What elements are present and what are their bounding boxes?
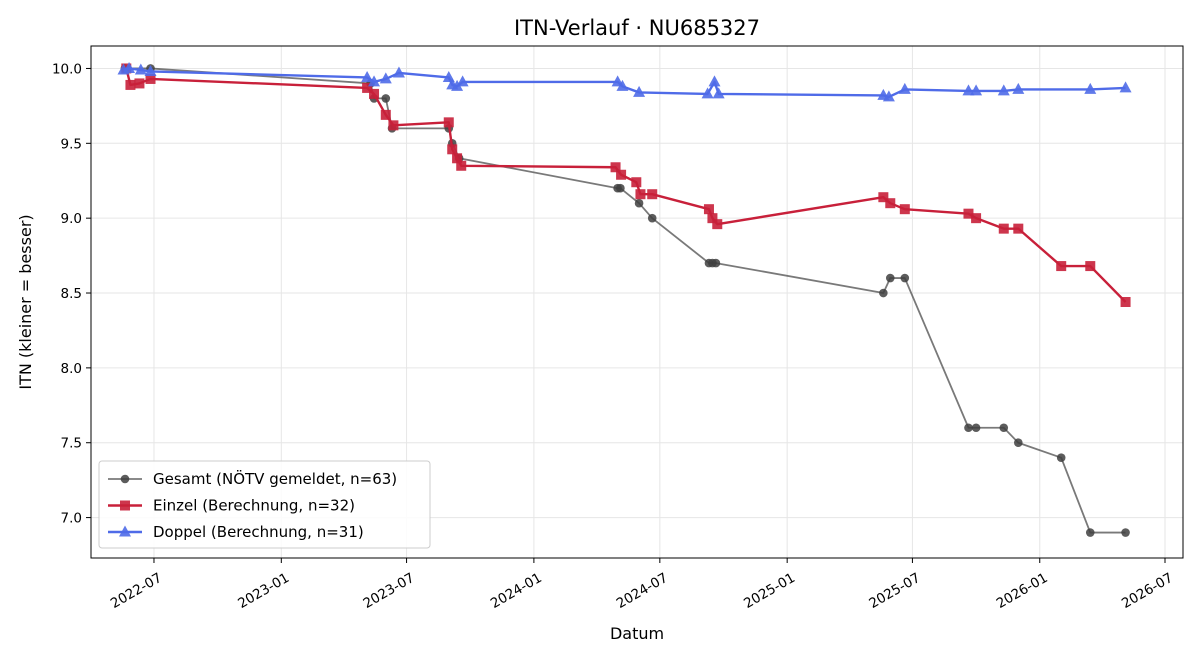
data-point (452, 153, 463, 164)
data-point (616, 79, 629, 91)
data-point (712, 219, 723, 230)
legend-marker (120, 500, 130, 511)
data-point (369, 88, 380, 99)
data-point (456, 160, 467, 171)
data-point (998, 223, 1009, 234)
data-point (631, 177, 642, 188)
data-point (361, 70, 374, 82)
data-point (885, 273, 895, 283)
data-point (963, 208, 974, 219)
series-einzel (121, 63, 1131, 307)
data-point (882, 90, 895, 102)
data-point (442, 70, 455, 82)
data-point (368, 75, 381, 87)
legend-item: Gesamt (NÖTV gemeldet, n=63) (108, 469, 397, 488)
data-point (610, 162, 621, 173)
y-tick-label: 7.5 (61, 436, 82, 452)
legend-label: Gesamt (NÖTV gemeldet, n=63) (153, 469, 397, 488)
data-point (900, 273, 910, 283)
legend-marker (119, 525, 131, 537)
data-point (134, 63, 147, 75)
data-point (616, 169, 627, 180)
legend-item: Doppel (Berechnung, n=31) (108, 523, 364, 541)
data-point (971, 213, 982, 224)
data-point (616, 183, 625, 193)
data-point (878, 192, 889, 203)
grid (91, 46, 1183, 558)
y-tick-label: 9.5 (61, 136, 82, 152)
data-point (1014, 438, 1023, 448)
data-point (879, 288, 888, 298)
data-point (379, 72, 392, 84)
legend-item: Einzel (Berechnung, n=32) (108, 497, 355, 515)
data-point (1120, 297, 1131, 307)
data-point (145, 73, 156, 84)
data-point (381, 94, 391, 103)
plot-series (117, 61, 1132, 537)
data-point (1119, 81, 1132, 93)
legend-marker (120, 474, 130, 484)
y-tick-label: 9.0 (61, 211, 82, 227)
y-tick-label: 8.5 (61, 286, 82, 302)
legend-box (98, 460, 431, 549)
data-point (997, 84, 1010, 96)
y-tick-label: 7.0 (61, 511, 82, 527)
data-point (712, 87, 725, 99)
series-line (124, 67, 1126, 534)
data-point (380, 109, 391, 120)
data-point (134, 78, 145, 89)
data-point (451, 79, 464, 91)
data-point (144, 64, 157, 76)
legend-label: Einzel (Berechnung, n=32) (153, 497, 355, 515)
x-axis-label: Datum (610, 624, 664, 643)
data-point (898, 82, 911, 94)
data-point (392, 66, 405, 78)
data-point (633, 85, 646, 97)
data-point (635, 189, 646, 200)
data-point (707, 213, 718, 224)
data-point (1056, 261, 1067, 272)
data-point (962, 84, 975, 96)
y-tick-label: 8.0 (61, 361, 82, 377)
data-point (1085, 261, 1096, 272)
data-point (999, 423, 1009, 433)
data-point (970, 84, 983, 96)
data-point (1012, 82, 1025, 94)
data-point (1121, 528, 1130, 537)
data-point (885, 198, 896, 209)
series-doppel (117, 61, 1132, 102)
data-point (701, 87, 714, 99)
data-point (1084, 82, 1097, 94)
data-point (1056, 453, 1066, 462)
data-point (125, 79, 136, 90)
data-point (388, 120, 399, 131)
data-point (1085, 528, 1095, 537)
data-point (362, 82, 373, 93)
data-point (647, 189, 658, 200)
data-point (443, 117, 454, 128)
y-tick-label: 10.0 (52, 61, 82, 77)
data-point (899, 204, 910, 215)
legend-label: Doppel (Berechnung, n=31) (153, 523, 364, 541)
data-point (708, 75, 721, 87)
y-axis-label: ITN (kleiner = besser) (16, 214, 35, 389)
data-point (971, 423, 981, 433)
data-point (647, 213, 657, 223)
data-point (447, 144, 458, 155)
legend: Gesamt (NÖTV gemeldet, n=63) Einzel (Bere… (98, 460, 431, 549)
data-point (123, 61, 136, 73)
data-point (456, 75, 469, 87)
chart-title: ITN-Verlauf · NU685327 (514, 16, 760, 40)
data-point (964, 423, 973, 433)
data-point (711, 258, 721, 268)
data-point (703, 204, 714, 215)
data-point (1013, 223, 1024, 234)
plot-frame (90, 45, 1184, 559)
data-point (634, 198, 644, 208)
